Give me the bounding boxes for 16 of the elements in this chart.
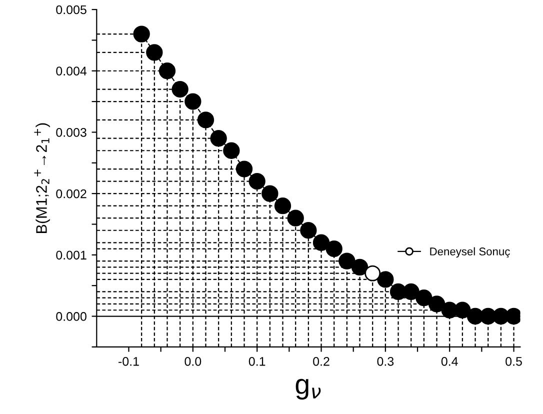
y-tick-label: 0.004	[56, 66, 87, 76]
x-tick-label: 0.0	[184, 356, 202, 366]
x-tick-label: 0.2	[313, 356, 330, 366]
x-tick-label: 0.3	[377, 356, 394, 366]
legend-label: Deneysel Sonuç	[430, 247, 510, 258]
y-tick-label: 0.002	[56, 189, 86, 198]
x-tick-label: 0.4	[441, 356, 458, 366]
x-tick-label: 0.5	[506, 356, 522, 366]
y-tick-label: 0.003	[56, 128, 86, 137]
y-tick-label: 0.005	[56, 5, 86, 14]
y-tick-label: 0.000	[56, 312, 86, 321]
x-tick-label: 0.1	[248, 356, 266, 366]
x-tick-label: -0.1	[118, 356, 139, 366]
y-tick-label: 0.001	[56, 250, 86, 260]
y-axis-title: B(M1;2$_{2}$$^{+}$→2$_{1}$$^{+}$)	[34, 123, 50, 233]
x-axis-title: g$_{ν}$	[296, 378, 321, 400]
